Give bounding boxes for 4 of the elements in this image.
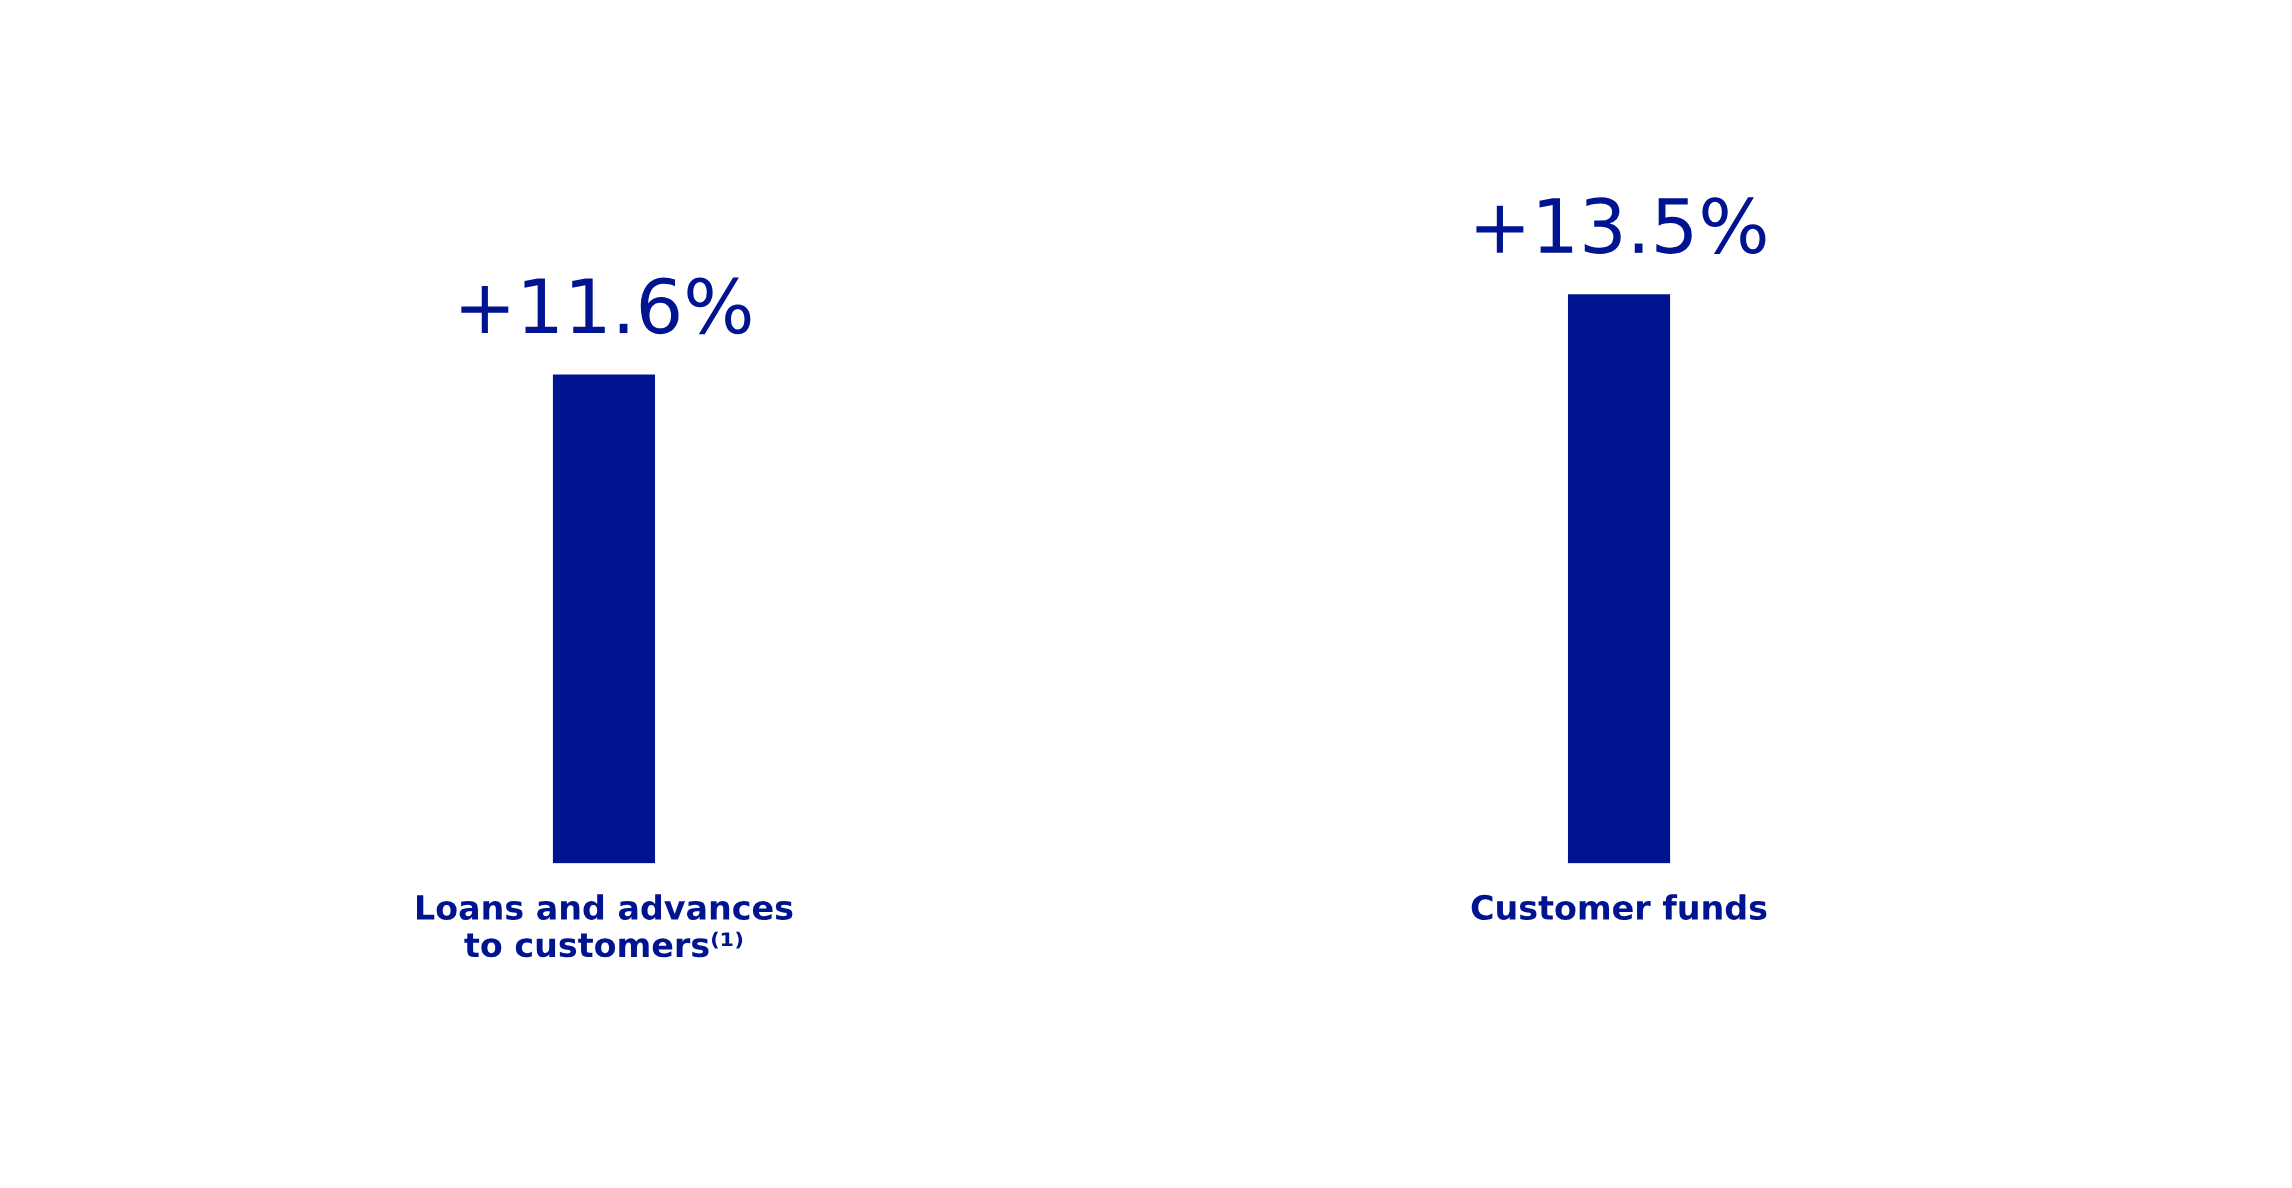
data-label: +11.6% <box>461 277 751 335</box>
x-tick-label: Loans and advances to customers⁽¹⁾ <box>417 894 793 958</box>
x-tick-label: Customer funds <box>1471 894 1767 921</box>
data-label: +13.5% <box>1476 197 1766 254</box>
